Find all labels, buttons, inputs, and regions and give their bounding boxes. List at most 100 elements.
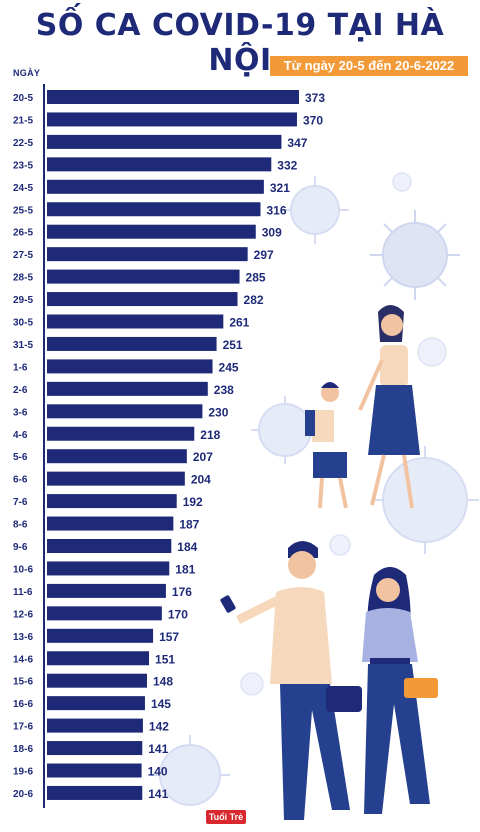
virus-icon — [371, 446, 479, 554]
category-label: 17-6 — [13, 722, 33, 733]
value-label: 321 — [270, 181, 290, 195]
category-label: 2-6 — [13, 385, 28, 396]
value-label: 316 — [266, 203, 286, 217]
value-label: 218 — [200, 428, 220, 442]
bar — [47, 90, 299, 104]
bar — [47, 157, 272, 172]
category-label: 8-6 — [13, 520, 28, 531]
virus-icon — [281, 176, 349, 244]
bar — [47, 494, 177, 509]
bar — [47, 179, 264, 194]
category-label: 11-6 — [13, 587, 33, 598]
publisher-logo: Tuổi Trẻ — [206, 810, 246, 824]
category-label: 31-5 — [13, 340, 33, 351]
category-label: 18-6 — [13, 744, 33, 755]
value-label: 140 — [148, 765, 168, 779]
category-label: 7-6 — [13, 497, 28, 508]
value-label: 251 — [223, 338, 243, 352]
value-label: 176 — [172, 585, 192, 599]
value-label: 170 — [168, 607, 188, 621]
date-range-badge: Từ ngày 20-5 đến 20-6-2022 — [270, 56, 468, 76]
value-label: 192 — [183, 495, 203, 509]
value-label: 184 — [177, 540, 197, 554]
woman-with-child-illustration — [305, 305, 420, 509]
value-label: 141 — [148, 787, 168, 801]
category-label: 22-5 — [13, 138, 33, 149]
value-label: 285 — [246, 271, 266, 285]
bar — [47, 651, 150, 666]
couple-illustration — [220, 541, 438, 820]
bar — [47, 224, 256, 239]
category-label: 10-6 — [13, 564, 33, 575]
bar — [47, 134, 282, 149]
virus-icon — [240, 172, 447, 696]
category-label: 20-5 — [13, 93, 33, 104]
bar — [47, 673, 147, 688]
value-label: 332 — [277, 158, 297, 172]
value-label: 207 — [193, 450, 213, 464]
category-label: 26-5 — [13, 228, 33, 239]
value-label: 151 — [155, 652, 175, 666]
bar — [47, 606, 162, 621]
category-label: 29-5 — [13, 295, 33, 306]
bar — [47, 202, 261, 217]
bar — [47, 718, 143, 733]
value-label: 157 — [159, 630, 179, 644]
value-label: 204 — [191, 473, 211, 487]
category-label: 3-6 — [13, 407, 28, 418]
category-label: 28-5 — [13, 273, 33, 284]
bar — [47, 359, 213, 374]
value-label: 142 — [149, 720, 169, 734]
category-label: 21-5 — [13, 115, 33, 126]
value-label: 245 — [219, 360, 239, 374]
bar — [47, 112, 297, 127]
category-label: 6-6 — [13, 475, 28, 486]
value-label: 187 — [179, 518, 199, 532]
category-label: 12-6 — [13, 609, 33, 620]
value-label: 261 — [229, 316, 249, 330]
category-label: 23-5 — [13, 160, 33, 171]
category-label: 4-6 — [13, 430, 28, 441]
virus-icon — [370, 210, 460, 300]
bar — [47, 292, 238, 307]
bar — [47, 539, 172, 553]
bar — [47, 471, 185, 486]
value-label: 145 — [151, 697, 171, 711]
category-label: 30-5 — [13, 318, 33, 329]
value-label: 297 — [254, 248, 274, 262]
bar — [47, 314, 224, 329]
category-label: 25-5 — [13, 205, 33, 216]
bar — [47, 247, 248, 262]
chart-title: SỐ CA COVID-19 TẠI HÀ NỘI — [35, 8, 445, 78]
category-label: 19-6 — [13, 767, 33, 778]
value-label: 230 — [208, 405, 228, 419]
value-label: 238 — [214, 383, 234, 397]
bar — [47, 381, 208, 396]
y-axis-label: NGÀY — [13, 68, 41, 78]
category-label: 5-6 — [13, 452, 28, 463]
category-label: 16-6 — [13, 699, 33, 710]
category-label: 15-6 — [13, 677, 33, 688]
bar — [47, 628, 154, 643]
bar — [47, 426, 195, 441]
value-label: 181 — [175, 562, 195, 576]
category-label: 20-6 — [13, 789, 33, 800]
value-label: 309 — [262, 226, 282, 240]
value-label: 347 — [287, 136, 307, 150]
category-label: 14-6 — [13, 654, 33, 665]
category-label: 9-6 — [13, 542, 28, 553]
value-label: 148 — [153, 675, 173, 689]
value-label: 373 — [305, 91, 325, 105]
category-label: 1-6 — [13, 362, 28, 373]
category-label: 27-5 — [13, 250, 33, 261]
bar — [47, 561, 170, 576]
bar — [47, 763, 142, 778]
virus-icon — [150, 735, 230, 806]
bar — [47, 336, 217, 351]
bar — [47, 696, 145, 711]
value-label: 141 — [148, 742, 168, 756]
bar — [47, 741, 143, 756]
bar — [47, 516, 174, 531]
bar — [47, 449, 187, 464]
